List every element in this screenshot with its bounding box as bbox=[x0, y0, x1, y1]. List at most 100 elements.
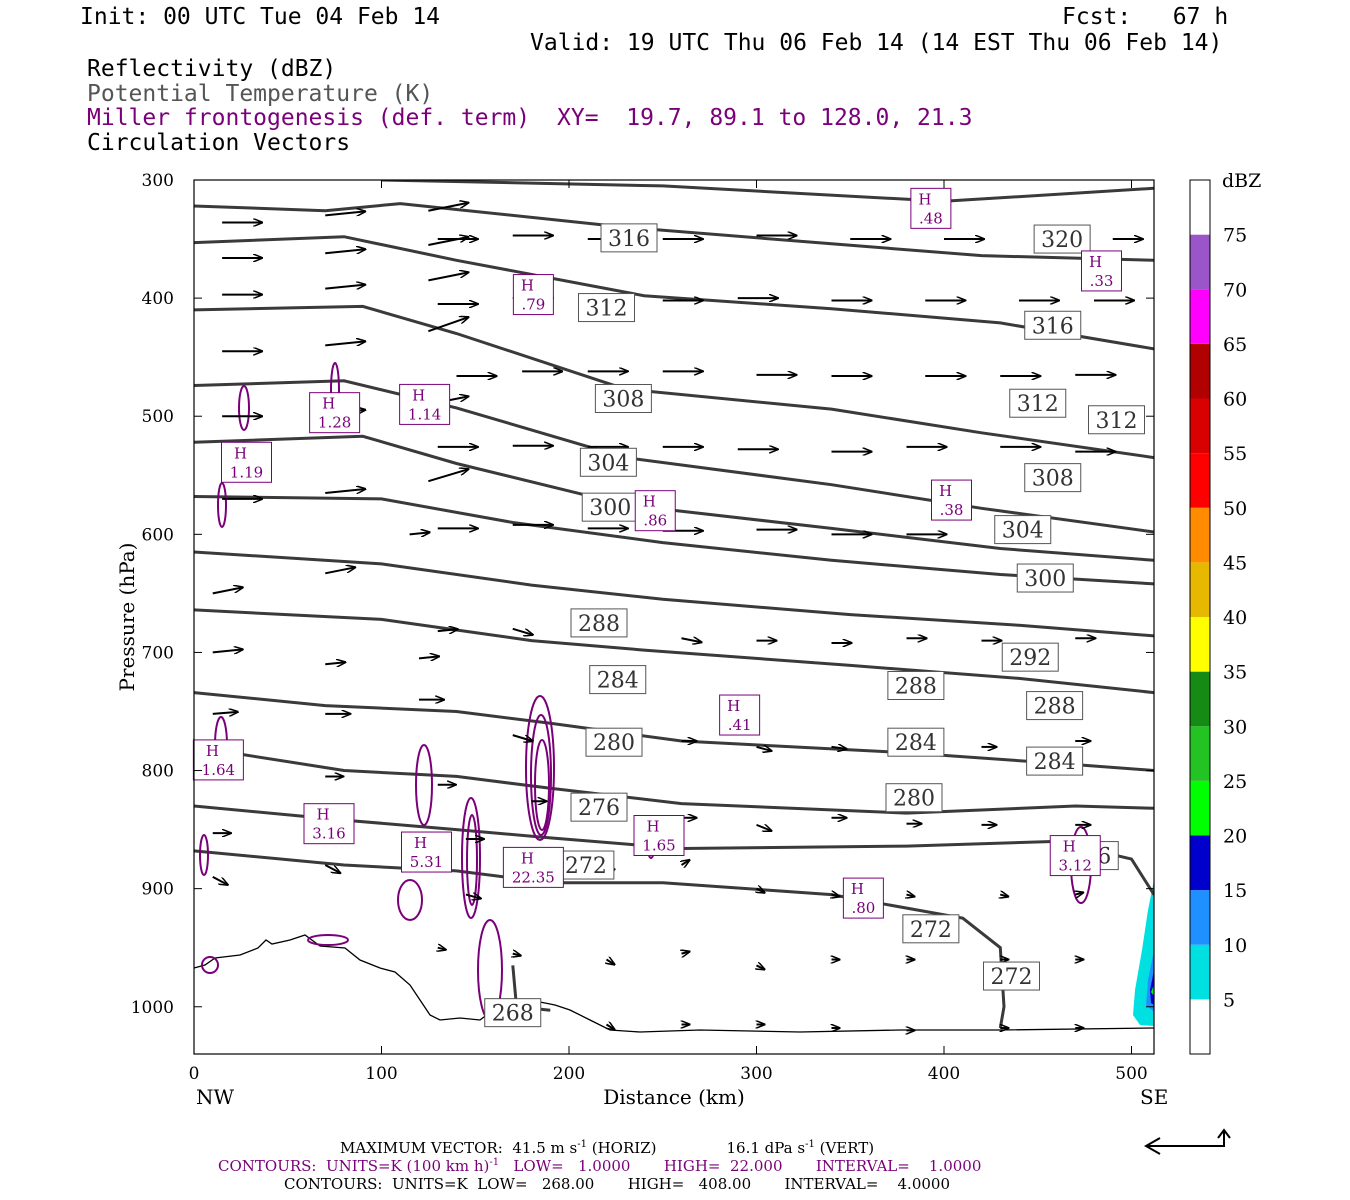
fronto-contour bbox=[461, 797, 481, 919]
colorbar-level-label: 35 bbox=[1223, 662, 1247, 684]
terrain-line bbox=[193, 934, 1155, 1033]
theta-label-box bbox=[594, 384, 652, 413]
circulation-vector bbox=[438, 948, 446, 950]
fronto-max-label: H.79 bbox=[512, 274, 554, 316]
x-tick-label: 400 bbox=[928, 1064, 960, 1084]
colorbar-swatch bbox=[1190, 343, 1210, 399]
fronto-max-value: .86 bbox=[643, 512, 667, 530]
colorbar-swatch bbox=[1190, 890, 1210, 945]
theta-contour-280 bbox=[194, 745, 1154, 815]
fronto-max-value: 22.35 bbox=[512, 868, 555, 886]
theta-label: 288 bbox=[1026, 691, 1084, 721]
theta-label-box bbox=[484, 998, 542, 1028]
theta-label-text: 312 bbox=[1017, 392, 1059, 417]
fronto-max-label: H.86 bbox=[634, 490, 676, 532]
circulation-vector bbox=[428, 203, 468, 212]
theta-label-box bbox=[887, 671, 945, 701]
fronto-contour bbox=[530, 714, 552, 836]
fronto-max-label: H1.19 bbox=[221, 441, 272, 483]
fronto-max-box bbox=[634, 490, 676, 532]
theta-label-text: 312 bbox=[586, 297, 628, 322]
fronto-max-box bbox=[192, 739, 244, 781]
theta-label-text: 312 bbox=[1096, 409, 1138, 434]
theta-label-text: 292 bbox=[1009, 646, 1051, 671]
y-tick-label: 600 bbox=[142, 525, 174, 545]
circulation-vector bbox=[428, 272, 468, 282]
fronto-max-label: H1.28 bbox=[309, 392, 361, 434]
theta-label-text: 316 bbox=[1032, 314, 1074, 339]
frontogenesis-max-labels: H.48H.33H.79H1.28H1.14H1.19H.86H.38H.41H… bbox=[192, 187, 1122, 919]
fronto-max-value: .48 bbox=[919, 209, 943, 227]
theta-label-text: 284 bbox=[597, 669, 639, 694]
circulation-vector bbox=[325, 567, 355, 575]
theta-label: 280 bbox=[885, 783, 943, 813]
fronto-max-value: 1.65 bbox=[642, 837, 675, 855]
circulation-vector bbox=[607, 1024, 615, 1029]
colorbar-frame bbox=[1189, 179, 1211, 1055]
theta-label: 272 bbox=[983, 961, 1040, 991]
colorbar-swatch bbox=[1190, 507, 1210, 563]
x-tick-label: 0 bbox=[189, 1064, 200, 1084]
fronto-max-label: H.80 bbox=[842, 877, 884, 919]
fronto-units: CONTOURS: UNITS=K (100 km h) bbox=[218, 1157, 490, 1175]
circulation-vector bbox=[682, 860, 690, 865]
theta-contour-320 bbox=[381, 180, 1154, 203]
fronto-max-label: H.48 bbox=[910, 187, 952, 229]
fronto-max-box bbox=[502, 846, 564, 888]
fronto-contour bbox=[217, 482, 227, 528]
circulation-vector bbox=[756, 825, 772, 831]
colorbar-level-label: 25 bbox=[1223, 771, 1247, 793]
fronto-max-h: H bbox=[234, 444, 247, 462]
horiz-tag: (HORIZ) bbox=[586, 1139, 657, 1157]
colorbar-swatch bbox=[1190, 234, 1210, 290]
theta-label-text: 300 bbox=[589, 496, 631, 521]
theta-label-box bbox=[557, 850, 615, 880]
theta-label-text: 288 bbox=[1034, 695, 1076, 720]
fronto-max-value: .33 bbox=[1090, 272, 1114, 290]
circulation-vector bbox=[681, 638, 702, 642]
y-tick-label: 800 bbox=[142, 762, 174, 782]
theta-label-box bbox=[570, 792, 628, 822]
colorbar-level-label: 65 bbox=[1223, 334, 1247, 356]
theta-label: 276 bbox=[570, 792, 628, 822]
field-theta: Potential Temperature (K) bbox=[87, 81, 434, 107]
fronto-max-box bbox=[910, 187, 952, 229]
theta-contour-296 bbox=[194, 495, 1154, 586]
circulation-vector bbox=[465, 895, 481, 899]
fronto-contour bbox=[238, 385, 250, 431]
colorbar-swatch bbox=[1190, 999, 1210, 1054]
colorbar-swatch bbox=[1190, 398, 1210, 454]
x-tick-label: 500 bbox=[1115, 1064, 1147, 1084]
fronto-contour bbox=[534, 739, 550, 831]
unit-exponent: -1 bbox=[577, 1139, 587, 1150]
colorbar-level-label: 10 bbox=[1223, 935, 1247, 957]
footer-max-vector: MAXIMUM VECTOR: 41.5 m s-1 (HORIZ) 16.1 d… bbox=[340, 1140, 874, 1156]
fronto-max-value: 3.12 bbox=[1059, 857, 1092, 875]
circulation-vector bbox=[409, 532, 430, 534]
y-tick-label: 900 bbox=[142, 880, 174, 900]
theta-label-text: 284 bbox=[895, 731, 937, 756]
colorbar-swatch bbox=[1190, 671, 1210, 727]
theta-label: 268 bbox=[484, 998, 542, 1028]
valid-time: Valid: 19 UTC Thu 06 Feb 14 (14 EST Thu … bbox=[530, 30, 1223, 56]
circulation-vector bbox=[437, 629, 458, 631]
forecast-hour: Fcst: 67 h bbox=[1062, 4, 1229, 30]
theta-label-box bbox=[1024, 310, 1082, 340]
theta-label-box bbox=[1009, 388, 1067, 418]
fronto-max-h: H bbox=[414, 834, 427, 852]
theta-label: 320 bbox=[1033, 224, 1091, 254]
fronto-max-h: H bbox=[1063, 838, 1076, 856]
theta-contours bbox=[194, 180, 1154, 1029]
theta-contour-288 bbox=[194, 608, 1154, 695]
x-tick-label: 300 bbox=[740, 1064, 772, 1084]
circulation-vector bbox=[512, 734, 533, 741]
theta-label: 308 bbox=[1024, 463, 1082, 493]
circulation-vector bbox=[325, 662, 345, 664]
fronto-max-value: .79 bbox=[521, 296, 545, 314]
theta-label: 304 bbox=[994, 515, 1052, 545]
unit-exponent: -1 bbox=[489, 1157, 500, 1168]
theta-label-text: 308 bbox=[602, 388, 644, 413]
circulation-vector bbox=[831, 747, 847, 749]
cross-section-coords: XY= 19.7, 89.1 to 128.0, 21.3 bbox=[557, 105, 973, 131]
fronto-max-value: 1.19 bbox=[230, 463, 263, 481]
